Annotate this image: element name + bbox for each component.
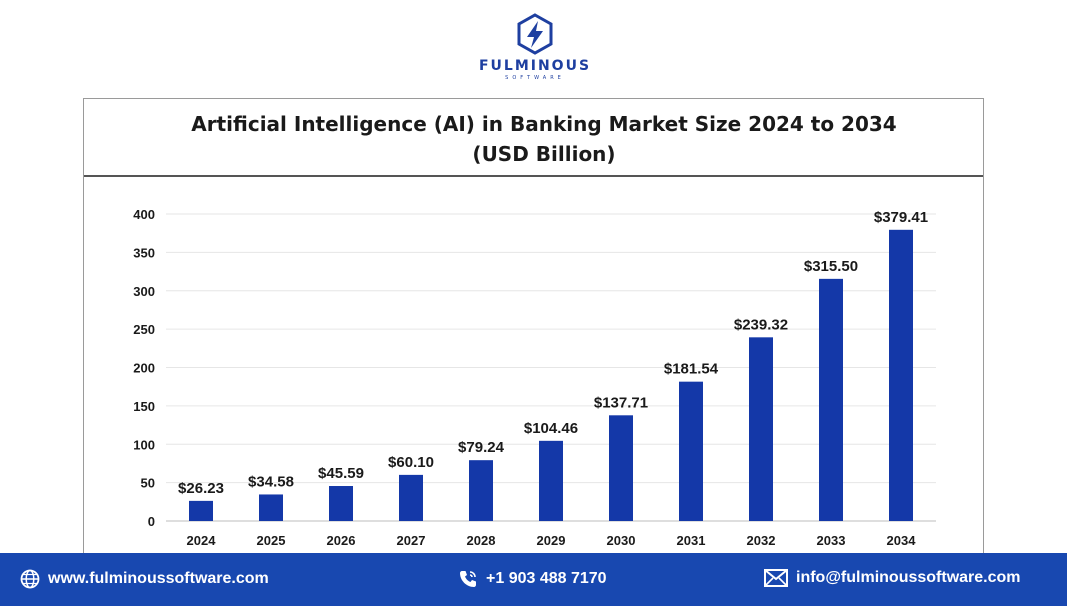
y-tick-label: 250	[133, 322, 155, 337]
chart-title: Artificial Intelligence (AI) in Banking …	[144, 109, 944, 169]
footer-phone[interactable]: +1 903 488 7170	[458, 569, 607, 589]
x-tick-label: 2027	[397, 533, 426, 548]
email-address[interactable]: info@fulminoussoftware.com	[796, 569, 1021, 586]
footer-website[interactable]: www.fulminoussoftware.com	[20, 569, 269, 589]
x-tick-label: 2025	[257, 533, 286, 548]
y-tick-label: 200	[133, 361, 155, 376]
chart-title-area: Artificial Intelligence (AI) in Banking …	[84, 99, 983, 177]
bar	[539, 440, 563, 521]
data-label: $79.24	[458, 439, 505, 456]
y-tick-label: 150	[133, 399, 155, 414]
bar	[819, 278, 843, 521]
y-tick-label: 300	[133, 284, 155, 299]
phone-number[interactable]: +1 903 488 7170	[486, 570, 607, 587]
x-tick-label: 2029	[537, 533, 566, 548]
x-tick-label: 2028	[467, 533, 496, 548]
y-tick-label: 50	[141, 476, 155, 491]
data-label: $315.50	[804, 258, 858, 275]
x-tick-label: 2030	[607, 533, 636, 548]
footer-email[interactable]: info@fulminoussoftware.com	[764, 569, 1021, 587]
x-tick-label: 2032	[747, 533, 776, 548]
data-label: $239.32	[734, 316, 788, 333]
brand-logo: FULMINOUS SOFTWARE	[470, 12, 600, 88]
data-label: $379.41	[874, 209, 928, 226]
bar	[469, 460, 493, 521]
bar-chart: 0 50 100 150 200 250 300 350 400 $26.23 2024 $34.58…	[133, 207, 936, 548]
y-tick-label: 350	[133, 245, 155, 260]
y-tick-label: 0	[148, 514, 155, 529]
bar	[329, 486, 353, 521]
bar	[749, 337, 773, 521]
y-tick-label: 400	[133, 207, 155, 222]
x-tick-label: 2026	[327, 533, 356, 548]
data-label: $137.71	[594, 394, 648, 411]
chart-title-line2: (USD Billion)	[472, 142, 616, 166]
phone-icon	[460, 571, 476, 587]
brand-name: FULMINOUS	[478, 58, 592, 74]
globe-icon	[20, 569, 40, 589]
chart-title-line1: Artificial Intelligence (AI) in Banking …	[191, 112, 897, 136]
data-label: $26.23	[178, 480, 224, 497]
y-tick-label: 100	[133, 437, 155, 452]
x-tick-label: 2031	[677, 533, 706, 548]
data-label: $34.58	[248, 473, 294, 490]
brand-logo-icon	[517, 13, 553, 55]
bar	[889, 229, 913, 521]
bar	[679, 381, 703, 521]
brand-tagline: SOFTWARE	[505, 75, 565, 81]
footer-bar: www.fulminoussoftware.com +1 903 488 717…	[0, 553, 1067, 606]
bar	[259, 494, 283, 521]
x-tick-label: 2034	[887, 533, 917, 548]
bar	[609, 415, 633, 521]
x-tick-label: 2024	[187, 533, 217, 548]
x-tick-label: 2033	[817, 533, 846, 548]
website-link[interactable]: www.fulminoussoftware.com	[48, 570, 269, 587]
data-label: $181.54	[664, 361, 719, 378]
bar	[189, 500, 213, 521]
bar	[399, 474, 423, 521]
data-label: $45.59	[318, 465, 364, 482]
data-label: $104.46	[524, 420, 578, 437]
mail-icon	[764, 569, 788, 587]
data-label: $60.10	[388, 454, 434, 471]
